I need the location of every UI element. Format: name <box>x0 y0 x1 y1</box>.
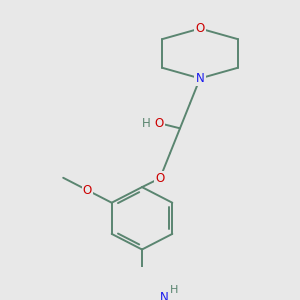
Text: H: H <box>142 117 150 130</box>
Text: O: O <box>195 22 205 35</box>
Text: N: N <box>160 291 168 300</box>
Text: O: O <box>155 172 165 185</box>
Text: O: O <box>83 184 92 197</box>
Text: N: N <box>196 72 204 85</box>
Text: H: H <box>170 286 178 296</box>
Text: O: O <box>154 117 164 130</box>
